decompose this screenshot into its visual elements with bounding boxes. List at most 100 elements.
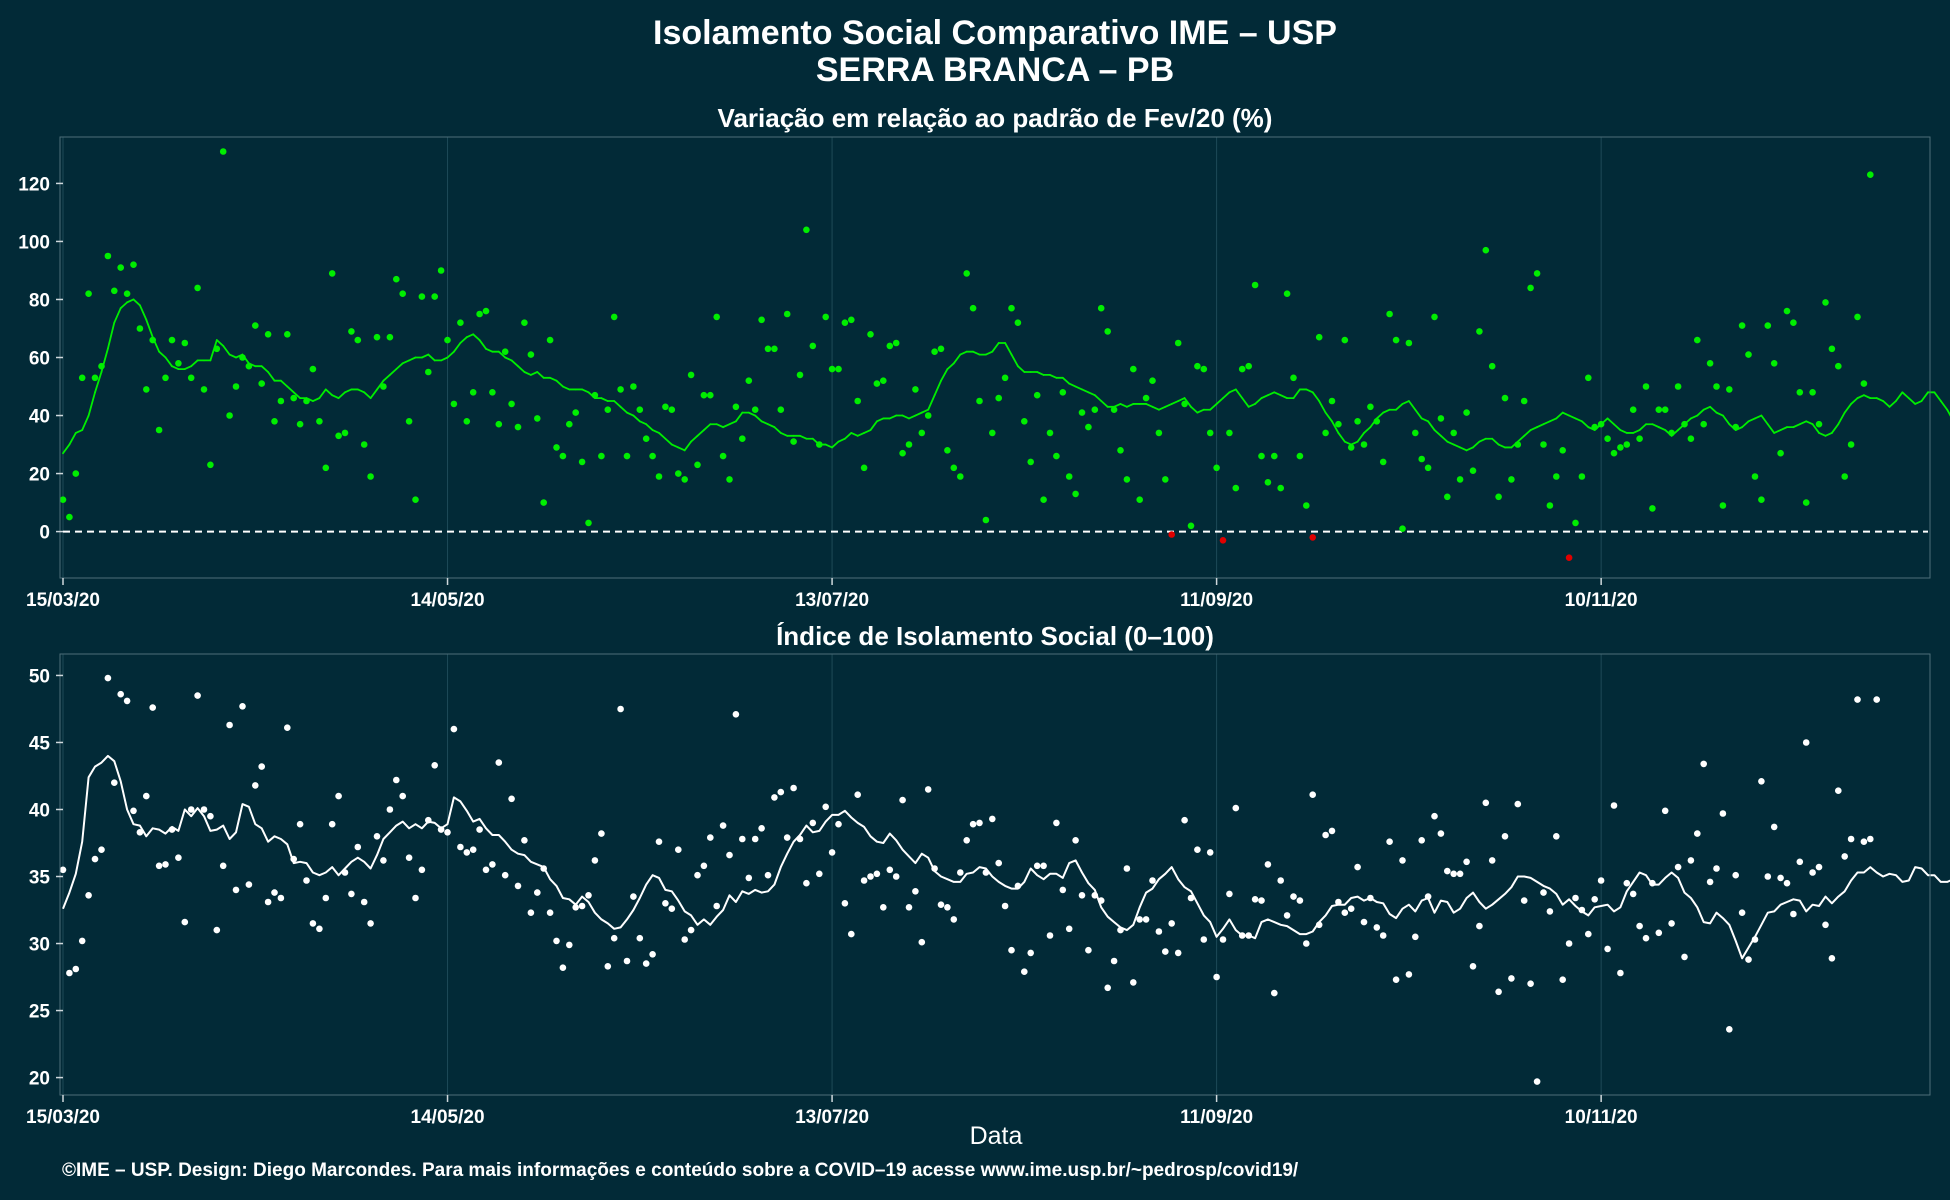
panel1-plot	[59, 148, 1950, 561]
x-axis-label: Data	[970, 1122, 1023, 1150]
trend-segment	[1529, 426, 1538, 431]
data-point	[1495, 988, 1502, 996]
trend-segment	[1254, 397, 1263, 405]
data-point	[1835, 362, 1842, 370]
data-point	[1296, 452, 1304, 460]
data-point	[1636, 922, 1643, 930]
data-point	[1540, 889, 1547, 896]
data-point	[1809, 389, 1816, 396]
data-point	[123, 697, 131, 705]
trend-segment	[1792, 423, 1801, 429]
data-point	[1828, 955, 1836, 962]
trend-segment	[465, 333, 475, 339]
data-point	[835, 820, 842, 828]
data-point	[1117, 926, 1124, 934]
data-point	[1546, 908, 1554, 915]
data-point	[636, 406, 644, 414]
data-point	[1732, 871, 1739, 879]
data-point	[1174, 949, 1182, 957]
trend-segment	[1234, 388, 1244, 400]
data-point	[854, 397, 861, 405]
trend-segment	[1375, 411, 1385, 420]
data-point	[918, 938, 926, 946]
trend-segment	[126, 298, 135, 304]
panel2-title: Índice de Isolamento Social (0–100)	[776, 621, 1214, 651]
data-point	[1726, 386, 1733, 393]
x-tick-label: 13/07/20	[795, 590, 869, 611]
data-point	[937, 901, 945, 908]
data-point	[1553, 473, 1560, 480]
data-point	[1104, 328, 1111, 335]
data-point	[1738, 909, 1746, 916]
data-point	[348, 328, 355, 335]
data-point	[1508, 975, 1515, 982]
data-point	[585, 892, 592, 899]
data-point	[566, 941, 573, 949]
x-tick-label: 14/05/20	[411, 1107, 485, 1128]
data-point	[444, 336, 451, 344]
data-point	[489, 861, 496, 868]
data-point	[1200, 365, 1208, 373]
data-point	[1520, 397, 1528, 405]
trend-segment	[1850, 397, 1859, 405]
data-point	[546, 336, 554, 344]
data-point	[341, 869, 349, 876]
data-point	[828, 849, 836, 856]
data-point	[694, 461, 701, 469]
trend-segment	[1158, 405, 1167, 411]
data-point	[931, 348, 938, 356]
trend-segment	[702, 423, 712, 431]
trend-segment	[952, 353, 962, 365]
data-point	[78, 937, 86, 945]
trend-segment	[1651, 423, 1660, 429]
trend-segment	[1228, 388, 1237, 394]
data-point	[1674, 383, 1682, 390]
data-point	[1738, 322, 1746, 329]
trend-segment	[523, 371, 532, 376]
data-point	[1713, 383, 1720, 390]
trend-segment	[1087, 391, 1096, 397]
data-point	[604, 406, 612, 414]
data-point	[675, 846, 682, 853]
data-point	[1713, 865, 1720, 872]
data-point	[354, 336, 362, 344]
trend-segment	[1273, 391, 1282, 397]
panel1-title: Variação em relação ao padrão de Fev/20 …	[718, 103, 1273, 133]
data-point	[989, 815, 996, 823]
data-point	[764, 871, 772, 879]
data-point	[1565, 554, 1573, 561]
data-point	[880, 377, 887, 385]
data-point	[1258, 452, 1265, 460]
data-point	[1021, 418, 1028, 425]
data-point	[642, 435, 650, 443]
data-point	[149, 336, 156, 344]
trend-segment	[459, 336, 468, 344]
data-point	[886, 342, 894, 350]
data-point	[1604, 945, 1611, 953]
trend-segment	[754, 414, 763, 423]
data-point	[963, 837, 970, 844]
trend-segment	[363, 391, 372, 400]
data-point	[1463, 858, 1470, 866]
data-point	[1751, 473, 1759, 480]
data-point	[630, 383, 637, 390]
data-point	[1706, 360, 1714, 367]
trend-segment	[369, 388, 378, 400]
trend-segment	[1350, 440, 1359, 446]
data-point	[585, 519, 592, 527]
data-point	[604, 963, 612, 970]
data-point	[739, 435, 746, 443]
data-point	[1418, 455, 1425, 463]
data-point	[399, 290, 407, 298]
data-point	[1790, 319, 1797, 327]
trend-segment	[158, 350, 167, 359]
data-point	[1303, 940, 1310, 947]
data-point	[1367, 403, 1374, 411]
trend-segment	[1536, 423, 1545, 429]
data-point	[1001, 902, 1009, 910]
data-point	[1001, 374, 1009, 382]
data-point	[1360, 441, 1368, 448]
data-point	[1412, 933, 1419, 941]
trend-segment	[677, 446, 686, 452]
data-point	[1469, 963, 1477, 970]
